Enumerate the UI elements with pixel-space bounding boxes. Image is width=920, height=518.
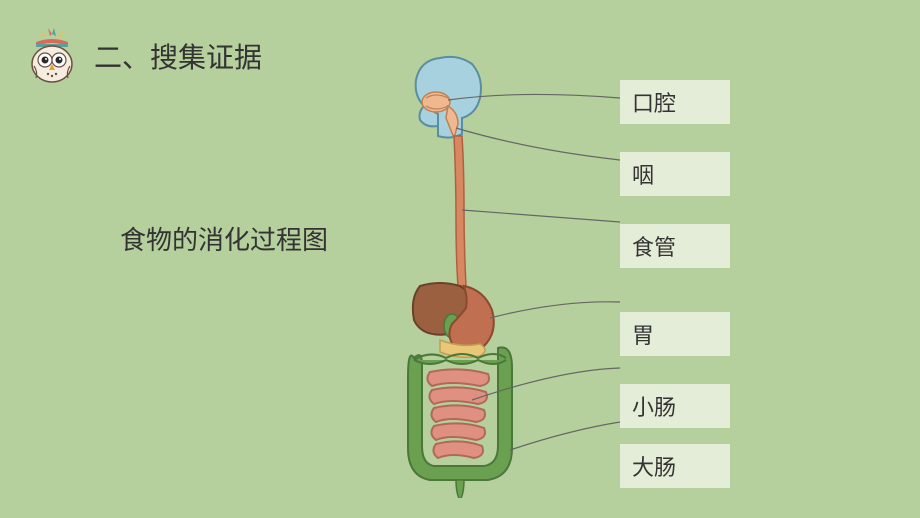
- label-mouth: 口腔: [620, 80, 730, 124]
- label-stomach: 胃: [620, 312, 730, 356]
- header: 二、搜集证据: [24, 28, 262, 84]
- diagram-caption: 食物的消化过程图: [120, 220, 328, 257]
- digestive-diagram: [380, 48, 540, 498]
- organ-labels: 口腔咽食管胃小肠大肠: [620, 80, 730, 488]
- label-pharynx: 咽: [620, 152, 730, 196]
- owl-icon: [24, 28, 80, 84]
- section-title: 二、搜集证据: [94, 36, 262, 76]
- label-esophagus: 食管: [620, 224, 730, 268]
- label-small-intestine: 小肠: [620, 384, 730, 428]
- label-large-intestine: 大肠: [620, 444, 730, 488]
